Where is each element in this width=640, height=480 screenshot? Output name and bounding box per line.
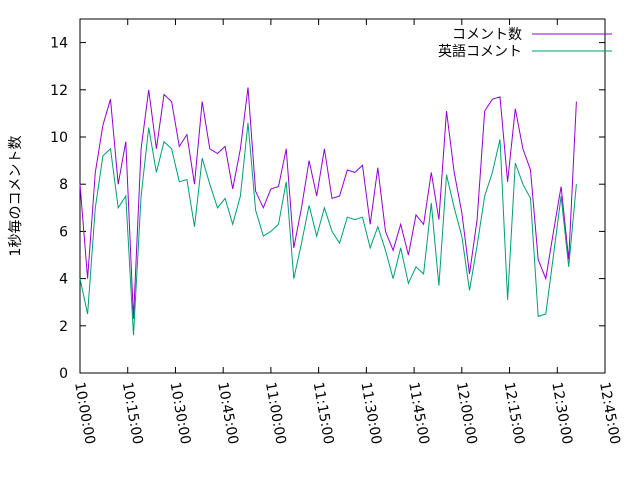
x-tick-label: 10:00:00	[71, 381, 98, 446]
x-tick-label: 12:45:00	[596, 381, 623, 446]
x-tick-label: 12:00:00	[453, 381, 480, 446]
series-line	[79, 87, 577, 319]
x-tick-label: 12:30:00	[548, 381, 575, 446]
y-tick-label: 10	[50, 130, 68, 146]
legend-label: コメント数	[452, 27, 522, 43]
x-tick-label: 12:15:00	[501, 381, 528, 446]
y-tick-label: 14	[50, 36, 68, 52]
x-tick-label: 11:15:00	[310, 381, 337, 446]
x-tick-label: 11:45:00	[405, 381, 432, 446]
x-tick-label: 11:00:00	[262, 381, 289, 446]
x-tick-label: 10:30:00	[167, 381, 194, 446]
y-tick-label: 2	[59, 319, 68, 335]
x-tick-label: 10:15:00	[119, 381, 146, 446]
y-axis-label: 1秒毎のコメント数	[8, 136, 24, 257]
y-tick-label: 12	[50, 83, 68, 99]
x-tick-label: 11:30:00	[357, 381, 384, 446]
legend-label: 英語コメント	[438, 43, 522, 60]
series-line	[79, 122, 577, 336]
plot-frame	[79, 18, 606, 374]
y-tick-label: 8	[59, 177, 68, 193]
y-tick-label: 6	[59, 224, 68, 240]
y-tick-label: 4	[59, 272, 68, 288]
x-tick-label: 10:45:00	[214, 381, 241, 446]
y-tick-label: 0	[59, 366, 68, 382]
